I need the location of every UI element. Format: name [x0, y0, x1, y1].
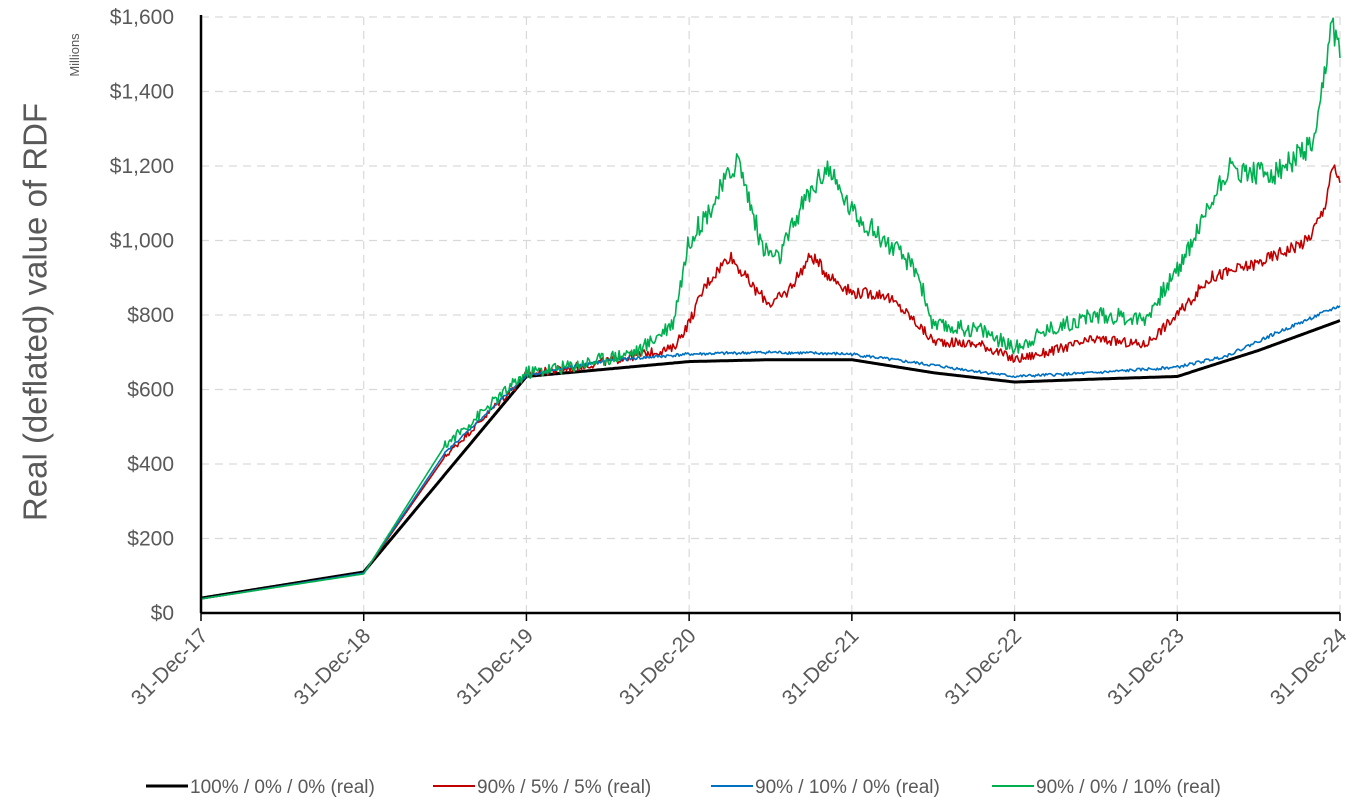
legend-label-1: 100% / 0% / 0% (real)	[190, 777, 375, 798]
legend-label-3: 90% / 10% / 0% (real)	[755, 777, 940, 798]
y-tick-label: $0	[151, 602, 174, 625]
tick-labels: $0 $200 $400 $600 $800 $1,000 $1,200 $1,400 $1,6…	[110, 6, 1351, 710]
series-line-1	[200, 319, 1341, 600]
series-line-4	[200, 17, 1341, 600]
y-tick-label: $1,400	[110, 81, 174, 104]
y-tick-label: $200	[127, 528, 174, 551]
series-lines	[200, 17, 1341, 600]
legend-label-4: 90% / 0% / 10% (real)	[1036, 777, 1221, 798]
x-tick-label: 31-Dec-20	[615, 624, 701, 710]
series-line-2	[200, 164, 1341, 600]
axes	[199, 15, 1341, 621]
y-tick-label: $600	[127, 379, 174, 402]
legend: 100% / 0% / 0% (real) 90% / 5% / 5% (real…	[146, 777, 1221, 798]
x-tick-label: 31-Dec-24	[1266, 624, 1351, 710]
y-tick-label: $1,600	[110, 6, 174, 29]
y-tick-label: $1,200	[110, 155, 174, 178]
series-line-3	[200, 305, 1341, 600]
x-tick-label: 31-Dec-18	[290, 624, 376, 710]
grid	[201, 16, 1341, 613]
x-tick-label: 31-Dec-19	[452, 624, 538, 710]
x-tick-label: 31-Dec-22	[941, 624, 1027, 710]
y-tick-label: $400	[127, 453, 174, 476]
x-tick-label: 31-Dec-21	[778, 624, 864, 710]
y-tick-label: $1,000	[110, 230, 174, 253]
x-tick-label: 31-Dec-17	[127, 624, 213, 710]
legend-label-2: 90% / 5% / 5% (real)	[477, 777, 651, 798]
x-tick-label: 31-Dec-23	[1103, 624, 1189, 710]
y-axis-unit-label: Millions	[67, 33, 82, 77]
y-tick-label: $800	[127, 304, 174, 327]
y-axis-title: Real (deflated) value of RDF	[17, 103, 54, 521]
